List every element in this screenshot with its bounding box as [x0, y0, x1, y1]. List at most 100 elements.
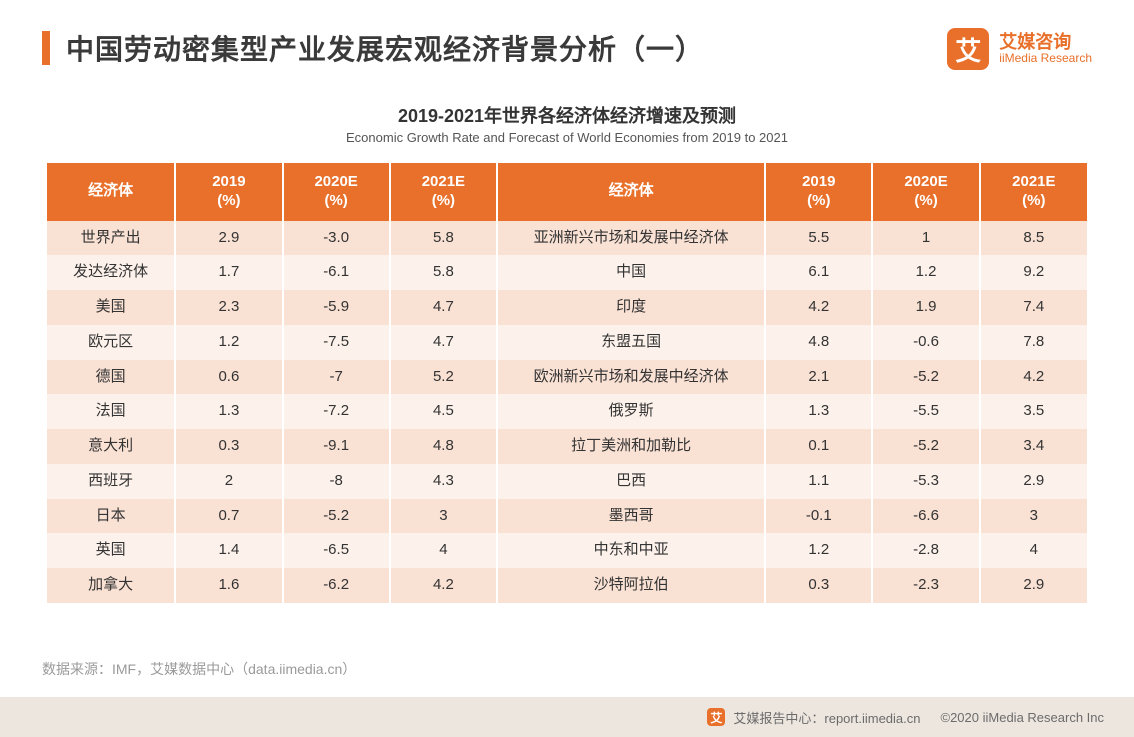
table-cell: -5.2: [872, 429, 979, 464]
data-table: 经济体2019(%)2020E(%)2021E(%)经济体2019(%)2020…: [47, 163, 1087, 603]
table-header-cell: 经济体: [47, 163, 175, 221]
table-cell: 4.3: [390, 464, 497, 499]
page-title: 中国劳动密集型产业发展宏观经济背景分析（一）: [66, 28, 704, 68]
table-cell: 0.3: [765, 568, 872, 603]
table-cell: -0.1: [765, 499, 872, 534]
table-cell: 东盟五国: [497, 325, 765, 360]
table-row: 发达经济体1.7-6.15.8中国6.11.29.2: [47, 255, 1087, 290]
table-header-cell: 2021E(%): [980, 163, 1087, 221]
accent-bar: [42, 31, 50, 65]
table-cell: -3.0: [283, 221, 390, 256]
table-cell: 5.8: [390, 221, 497, 256]
table-cell: -6.5: [283, 533, 390, 568]
table-cell: -6.1: [283, 255, 390, 290]
data-source: 数据来源：IMF，艾媒数据中心（data.iimedia.cn）: [42, 659, 356, 679]
table-cell: 5.8: [390, 255, 497, 290]
table-cell: 4: [980, 533, 1087, 568]
table-cell: 3: [980, 499, 1087, 534]
table-row: 意大利0.3-9.14.8拉丁美洲和加勒比0.1-5.23.4: [47, 429, 1087, 464]
table-row: 加拿大1.6-6.24.2沙特阿拉伯0.3-2.32.9: [47, 568, 1087, 603]
table-cell: 印度: [497, 290, 765, 325]
table-row: 英国1.4-6.54中东和中亚1.2-2.84: [47, 533, 1087, 568]
subtitle-cn: 2019-2021年世界各经济体经济增速及预测: [0, 102, 1134, 128]
table-cell: 2: [175, 464, 282, 499]
table-cell: 发达经济体: [47, 255, 175, 290]
table-cell: 1.3: [765, 394, 872, 429]
table-cell: 2.3: [175, 290, 282, 325]
table-header: 经济体2019(%)2020E(%)2021E(%)经济体2019(%)2020…: [47, 163, 1087, 221]
slide-container: 中国劳动密集型产业发展宏观经济背景分析（一） 艾 艾媒咨询 iiMedia Re…: [0, 0, 1134, 737]
table-cell: 4.8: [765, 325, 872, 360]
table-header-cell: 2021E(%): [390, 163, 497, 221]
table-cell: -5.2: [283, 499, 390, 534]
table-header-cell: 经济体: [497, 163, 765, 221]
logo-text: 艾媒咨询 iiMedia Research: [999, 32, 1092, 66]
table-cell: -6.2: [283, 568, 390, 603]
table-cell: 俄罗斯: [497, 394, 765, 429]
table-cell: 1.2: [872, 255, 979, 290]
table-cell: 4.2: [390, 568, 497, 603]
table-cell: -7: [283, 360, 390, 395]
table-cell: 中国: [497, 255, 765, 290]
table-cell: 加拿大: [47, 568, 175, 603]
table-row: 美国2.3-5.94.7印度4.21.97.4: [47, 290, 1087, 325]
table-cell: 4: [390, 533, 497, 568]
table-row: 世界产出2.9-3.05.8亚洲新兴市场和发展中经济体5.518.5: [47, 221, 1087, 256]
table-cell: -5.9: [283, 290, 390, 325]
table-cell: 2.9: [980, 568, 1087, 603]
table-cell: 意大利: [47, 429, 175, 464]
table-cell: 1.2: [175, 325, 282, 360]
table-cell: 7.8: [980, 325, 1087, 360]
table-cell: 欧洲新兴市场和发展中经济体: [497, 360, 765, 395]
table-cell: 0.7: [175, 499, 282, 534]
footer-logo-icon: 艾: [707, 708, 725, 726]
logo-icon: 艾: [947, 28, 989, 70]
table-cell: 2.9: [175, 221, 282, 256]
table-header-cell: 2020E(%): [283, 163, 390, 221]
table-cell: -2.3: [872, 568, 979, 603]
table-cell: 0.1: [765, 429, 872, 464]
footer-report-center: 艾媒报告中心：report.iimedia.cn: [733, 708, 920, 727]
table-cell: 6.1: [765, 255, 872, 290]
footer: 艾 艾媒报告中心：report.iimedia.cn ©2020 iiMedia…: [0, 697, 1134, 737]
table-cell: 1.4: [175, 533, 282, 568]
table-cell: 1.3: [175, 394, 282, 429]
table-cell: 德国: [47, 360, 175, 395]
table-cell: -2.8: [872, 533, 979, 568]
table-cell: 1.6: [175, 568, 282, 603]
table-row: 欧元区1.2-7.54.7东盟五国4.8-0.67.8: [47, 325, 1087, 360]
table-cell: -5.3: [872, 464, 979, 499]
table-cell: 2.9: [980, 464, 1087, 499]
table-cell: 巴西: [497, 464, 765, 499]
table-cell: 7.4: [980, 290, 1087, 325]
logo: 艾 艾媒咨询 iiMedia Research: [947, 28, 1092, 70]
table-cell: -5.5: [872, 394, 979, 429]
table-header-cell: 2020E(%): [872, 163, 979, 221]
table-cell: 1.7: [175, 255, 282, 290]
table-cell: 法国: [47, 394, 175, 429]
table-cell: 3.4: [980, 429, 1087, 464]
table-cell: 3: [390, 499, 497, 534]
table-cell: -7.2: [283, 394, 390, 429]
subtitle-block: 2019-2021年世界各经济体经济增速及预测 Economic Growth …: [0, 102, 1134, 145]
table-cell: 4.7: [390, 325, 497, 360]
table-cell: 墨西哥: [497, 499, 765, 534]
table-cell: 4.2: [980, 360, 1087, 395]
table-cell: 沙特阿拉伯: [497, 568, 765, 603]
table-row: 德国0.6-75.2欧洲新兴市场和发展中经济体2.1-5.24.2: [47, 360, 1087, 395]
table-cell: 8.5: [980, 221, 1087, 256]
table-header-cell: 2019(%): [765, 163, 872, 221]
table-cell: 美国: [47, 290, 175, 325]
table-cell: 英国: [47, 533, 175, 568]
table-cell: -7.5: [283, 325, 390, 360]
table-row: 法国1.3-7.24.5俄罗斯1.3-5.53.5: [47, 394, 1087, 429]
table-cell: 欧元区: [47, 325, 175, 360]
table-row: 日本0.7-5.23墨西哥-0.1-6.63: [47, 499, 1087, 534]
table-header-cell: 2019(%): [175, 163, 282, 221]
table-cell: 西班牙: [47, 464, 175, 499]
table-cell: -5.2: [872, 360, 979, 395]
table-cell: -6.6: [872, 499, 979, 534]
table-cell: 4.5: [390, 394, 497, 429]
table-cell: 0.6: [175, 360, 282, 395]
table-cell: 4.8: [390, 429, 497, 464]
